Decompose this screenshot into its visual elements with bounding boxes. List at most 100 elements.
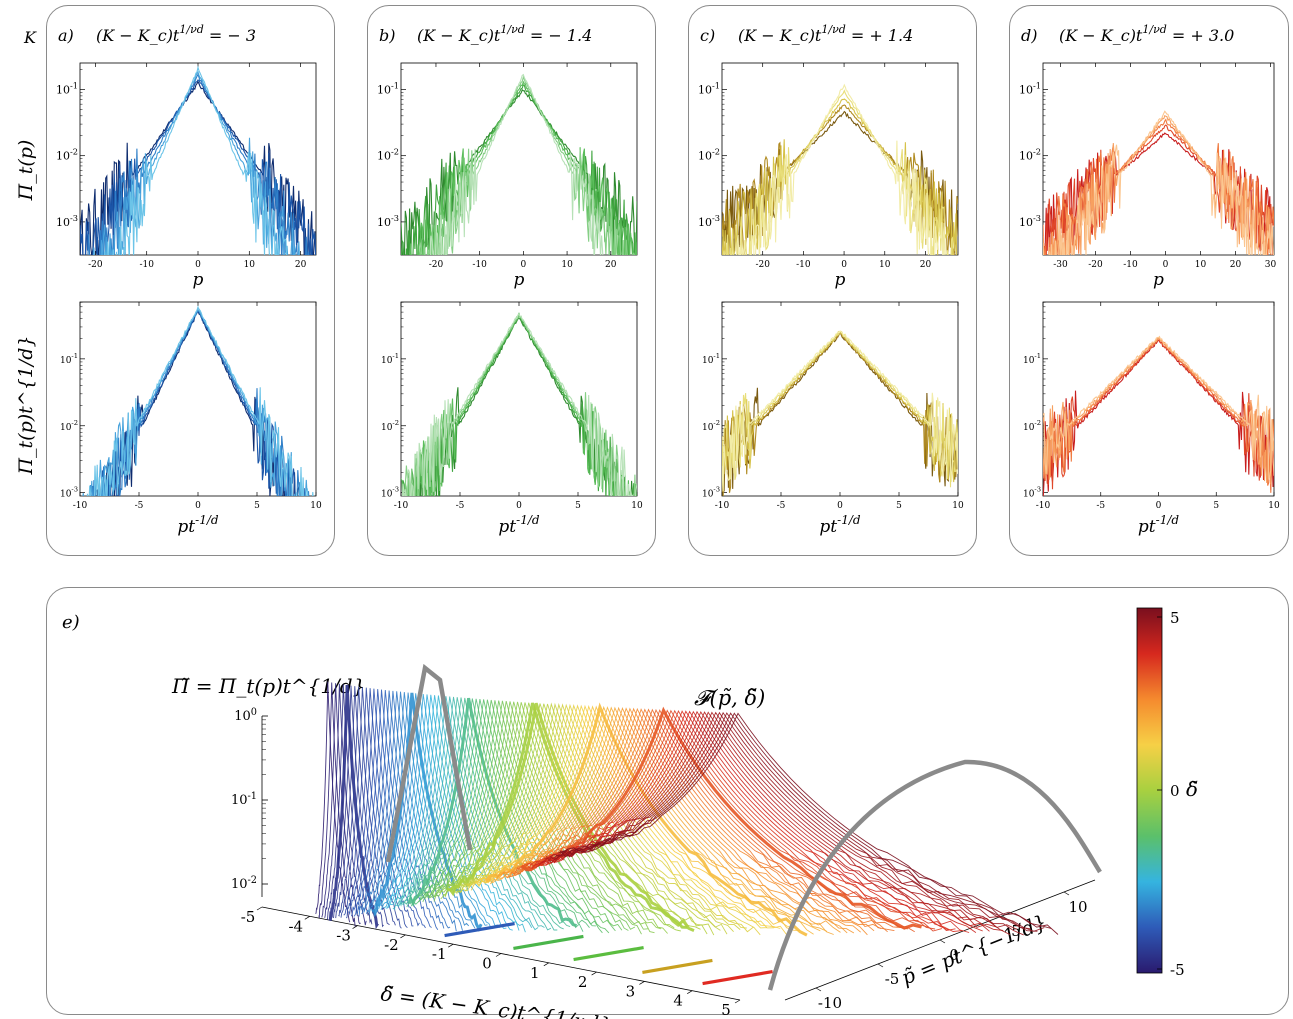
y-tick-label: 10-1	[1023, 352, 1041, 366]
series-group	[82, 305, 314, 496]
waterfall-curve	[433, 701, 649, 930]
y-tick-label: 10-3	[381, 486, 399, 500]
grey-envelope-left	[385, 663, 473, 863]
waterfall-curves	[315, 663, 1102, 991]
waterfall-curve	[335, 686, 390, 926]
y-tick-label: 10-2	[1023, 419, 1041, 433]
colorbar: 5 0 -5 δ̃	[1136, 607, 1198, 979]
x-tick-label: -10	[715, 501, 730, 511]
waterfall-curve	[390, 695, 526, 933]
series-line	[426, 73, 618, 255]
baseline-segment	[513, 934, 584, 950]
plot-frame	[1042, 62, 1275, 256]
waterfall-curve	[321, 683, 361, 925]
panel-title: (K − K_c)t1/νd = − 1.4	[417, 23, 592, 45]
panel-b-bottom-plot: -10 -5 0 5 10 10-1 10-2 10-3 pt-1/d	[381, 301, 643, 537]
series-line	[1043, 336, 1274, 485]
series-group	[722, 83, 958, 255]
x-tick-label: 0	[521, 260, 527, 270]
panel-c-frame	[688, 5, 977, 556]
x-axis-label: pt-1/d	[177, 513, 218, 537]
y-tick-label: 10-2	[377, 147, 399, 163]
colorbar-gradient	[1136, 607, 1163, 974]
x-tick-label: 5	[1213, 501, 1219, 511]
waterfall-curve	[494, 706, 834, 935]
surface-label: 𝓕(p̃, δ̃)	[694, 686, 765, 710]
waterfall-curve	[468, 703, 754, 933]
waterfall-curve	[459, 702, 728, 935]
waterfall-curve	[404, 697, 564, 930]
waterfall-curve	[406, 697, 571, 928]
panel-letter: c)	[700, 26, 715, 45]
series-group	[1043, 110, 1274, 255]
x-tick-label: 10	[1195, 260, 1207, 270]
baseline-segment	[444, 922, 515, 938]
y-tick-label: 10-1	[1019, 80, 1041, 96]
waterfall-curve	[466, 703, 747, 929]
x-tick-label: 10	[1268, 501, 1280, 511]
waterfall-curve	[506, 707, 875, 932]
delta-tick	[304, 915, 310, 920]
p-tick	[939, 939, 946, 944]
y-tick-label: 10-3	[377, 213, 399, 229]
panel-letter: d)	[1021, 26, 1037, 45]
delta-tick	[543, 962, 549, 967]
x-axis-label: pt-1/d	[819, 513, 860, 537]
panel-title: (K − K_c)t1/νd = + 1.4	[738, 23, 913, 45]
series-group	[722, 330, 958, 496]
x-tick-label: 5	[896, 501, 902, 511]
waterfall-curve	[541, 711, 990, 932]
y-tick-label: 10-2	[381, 419, 399, 433]
panel-title: (K − K_c)t1/νd = − 3	[96, 23, 256, 45]
delta-tick-label: 0	[482, 955, 492, 973]
delta-tick	[400, 934, 406, 939]
waterfall-curve	[444, 702, 681, 932]
p-tick	[877, 963, 884, 968]
y-tick-label: 10-1	[377, 80, 399, 96]
waterfall-curve	[413, 698, 590, 928]
panel-c-bottom-plot: -10 -5 0 5 10 10-1 10-2 10-3 pt-1/d	[702, 301, 964, 537]
x-tick-label: 20	[605, 260, 617, 270]
y-tick-label: 10-1	[60, 352, 78, 366]
x-axis-label: pt-1/d	[498, 513, 539, 537]
z-axis-label: Π̃ = Π_t(p)t^{1/d}	[171, 674, 365, 698]
delta-tick-label: -3	[336, 927, 351, 945]
y-tick-label: 10-2	[1019, 147, 1041, 163]
waterfall-curve	[422, 699, 616, 932]
series-line	[722, 330, 958, 492]
series-line	[1043, 110, 1274, 255]
x-tick-label: 10	[244, 260, 256, 270]
waterfall-curve	[492, 706, 828, 932]
waterfall-curve	[356, 689, 439, 931]
colorbar-tick-label: 5	[1170, 609, 1180, 627]
waterfall-curve	[525, 709, 936, 930]
panel-e-letter: e)	[62, 612, 80, 633]
panel-d-bottom-plot: -10 -5 0 5 10 10-1 10-2 10-3 pt-1/d	[1023, 301, 1280, 537]
colorbar-label: δ̃	[1186, 777, 1198, 801]
waterfall-curve	[446, 702, 688, 929]
p-tick-label: -10	[818, 994, 842, 1012]
z-tick-label: 10-2	[231, 875, 257, 892]
panel-title: (K − K_c)t1/νd = + 3.0	[1059, 23, 1234, 45]
waterfall-curve	[407, 697, 578, 928]
series-group	[80, 65, 316, 255]
waterfall-curve	[451, 703, 701, 930]
x-tick-label: -10	[394, 501, 409, 511]
x-tick-label: 0	[195, 260, 201, 270]
x-tick-label: 0	[1156, 501, 1162, 511]
y-tick-label: 10-1	[56, 80, 78, 96]
waterfall-curve	[458, 702, 721, 931]
waterfall-curve	[340, 687, 402, 929]
y-tick-label: 10-3	[1023, 486, 1041, 500]
waterfall-curve	[436, 701, 655, 934]
waterfall-curve	[427, 700, 629, 931]
y-tick-label: 10-2	[702, 419, 720, 433]
panel-b-frame	[367, 5, 656, 556]
series-line	[89, 309, 310, 496]
waterfall-curve	[397, 696, 545, 928]
z-tick-label: 10-1	[231, 791, 257, 808]
panel-a-bottom-plot: -10 -5 0 5 10 10-1 10-2 10-3 pt-1/d	[60, 301, 322, 537]
y-tick-label: 10-3	[698, 213, 720, 229]
p-tick-label: 10	[1068, 898, 1087, 916]
